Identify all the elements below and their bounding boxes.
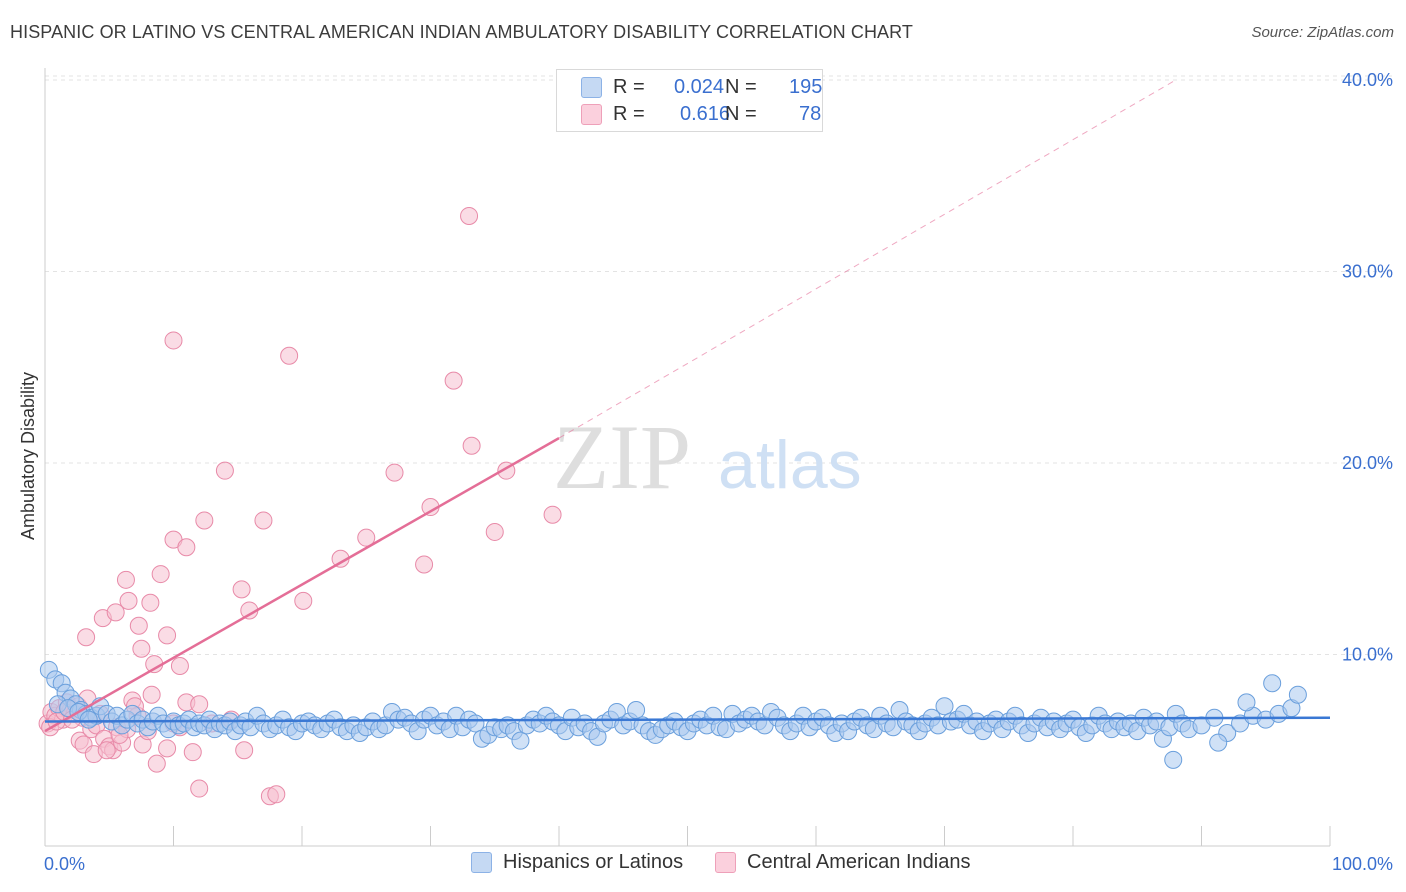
legend-r-label: R = <box>613 102 645 125</box>
legend-n-label: N = <box>725 75 757 98</box>
y-tick-label: 10.0% <box>1342 645 1393 665</box>
data-point-central-american-indians <box>543 505 562 524</box>
data-point-central-american-indians <box>119 591 138 610</box>
tick-labels: 10.0% 20.0% 30.0% 40.0% 0.0% 100.0% <box>44 70 1393 874</box>
data-point-central-american-indians <box>147 754 166 773</box>
watermark-zip: ZIP <box>553 406 691 508</box>
legend-swatch-blue <box>581 76 602 98</box>
x-tick-label-end: 100.0% <box>1332 854 1393 874</box>
legend-r-value: 0.616 <box>680 102 731 125</box>
data-point-central-american-indians <box>294 591 313 610</box>
data-point-central-american-indians <box>280 346 299 365</box>
legend-swatch-blue <box>471 852 492 873</box>
data-point-central-american-indians <box>190 695 209 714</box>
data-point-central-american-indians <box>215 461 234 480</box>
data-point-central-american-indians <box>195 511 214 530</box>
data-point-central-american-indians <box>158 739 177 758</box>
data-point-central-american-indians <box>129 616 148 635</box>
data-point-hispanics-or-latinos <box>511 731 530 750</box>
data-point-central-american-indians <box>97 741 116 760</box>
y-axis-label: Ambulatory Disability <box>18 372 38 540</box>
chart-title: HISPANIC OR LATINO VS CENTRAL AMERICAN I… <box>10 22 914 42</box>
data-point-central-american-indians <box>77 628 96 647</box>
data-point-hispanics-or-latinos <box>935 697 954 716</box>
data-point-central-american-indians <box>164 331 183 350</box>
data-point-hispanics-or-latinos <box>1288 685 1307 704</box>
data-point-hispanics-or-latinos <box>79 710 98 729</box>
series-hispanics-or-latinos <box>39 660 1307 769</box>
data-point-central-american-indians <box>460 206 479 225</box>
data-point-central-american-indians <box>116 570 135 589</box>
data-point-central-american-indians <box>141 593 160 612</box>
data-point-central-american-indians <box>158 626 177 645</box>
legend-item-central-american-indians: Central American Indians <box>715 851 970 874</box>
legend-n-value: 195 <box>789 75 823 98</box>
data-point-central-american-indians <box>415 555 434 574</box>
watermark: ZIP atlas <box>553 406 862 508</box>
data-point-central-american-indians <box>151 565 170 584</box>
data-point-central-american-indians <box>106 603 125 622</box>
chart-source: Source: ZipAtlas.com <box>1251 24 1394 41</box>
data-point-central-american-indians <box>232 580 251 599</box>
data-point-central-american-indians <box>190 779 209 798</box>
data-point-central-american-indians <box>254 511 273 530</box>
legend-label-central-american-indians: Central American Indians <box>747 851 971 873</box>
legend-label-hispanics: Hispanics or Latinos <box>503 851 684 873</box>
legend-n-value: 78 <box>799 102 822 125</box>
trend-line-central-american-indians <box>44 437 560 733</box>
data-point-hispanics-or-latinos <box>1164 750 1183 769</box>
correlation-legend: R = 0.024 N = 195 R = 0.616 N = 78 <box>556 69 823 132</box>
data-point-central-american-indians <box>385 463 404 482</box>
legend-item-hispanics: Hispanics or Latinos <box>471 851 683 874</box>
data-point-central-american-indians <box>267 785 286 804</box>
data-point-hispanics-or-latinos <box>627 701 646 720</box>
legend-swatch-pink <box>581 103 602 125</box>
data-point-central-american-indians <box>183 743 202 762</box>
data-point-central-american-indians <box>462 436 481 455</box>
data-point-central-american-indians <box>444 371 463 390</box>
data-point-central-american-indians <box>177 538 196 557</box>
data-point-central-american-indians <box>170 656 189 675</box>
legend-r-value: 0.024 <box>674 75 725 98</box>
y-tick-label: 20.0% <box>1342 453 1393 473</box>
series-legend: Hispanics or Latinos Central American In… <box>0 851 1406 877</box>
legend-r-label: R = <box>613 75 645 98</box>
data-point-central-american-indians <box>485 522 504 541</box>
legend-n-label: N = <box>725 102 757 125</box>
y-tick-label: 30.0% <box>1342 262 1393 282</box>
data-point-central-american-indians <box>142 685 161 704</box>
trend-line-pink-dashed <box>558 79 1177 439</box>
data-point-hispanics-or-latinos <box>1209 733 1228 752</box>
data-point-central-american-indians <box>235 741 254 760</box>
legend-swatch-pink <box>715 852 736 873</box>
data-point-central-american-indians <box>357 528 376 547</box>
x-tick-label-start: 0.0% <box>44 854 85 874</box>
watermark-atlas: atlas <box>718 427 862 503</box>
y-tick-label: 40.0% <box>1342 70 1393 90</box>
data-point-hispanics-or-latinos <box>1237 693 1256 712</box>
data-point-hispanics-or-latinos <box>1263 674 1282 693</box>
trend-lines <box>44 79 1331 733</box>
data-point-central-american-indians <box>132 639 151 658</box>
grid-lines <box>45 75 1392 655</box>
trend-line-hispanics-or-latinos <box>44 716 1331 723</box>
